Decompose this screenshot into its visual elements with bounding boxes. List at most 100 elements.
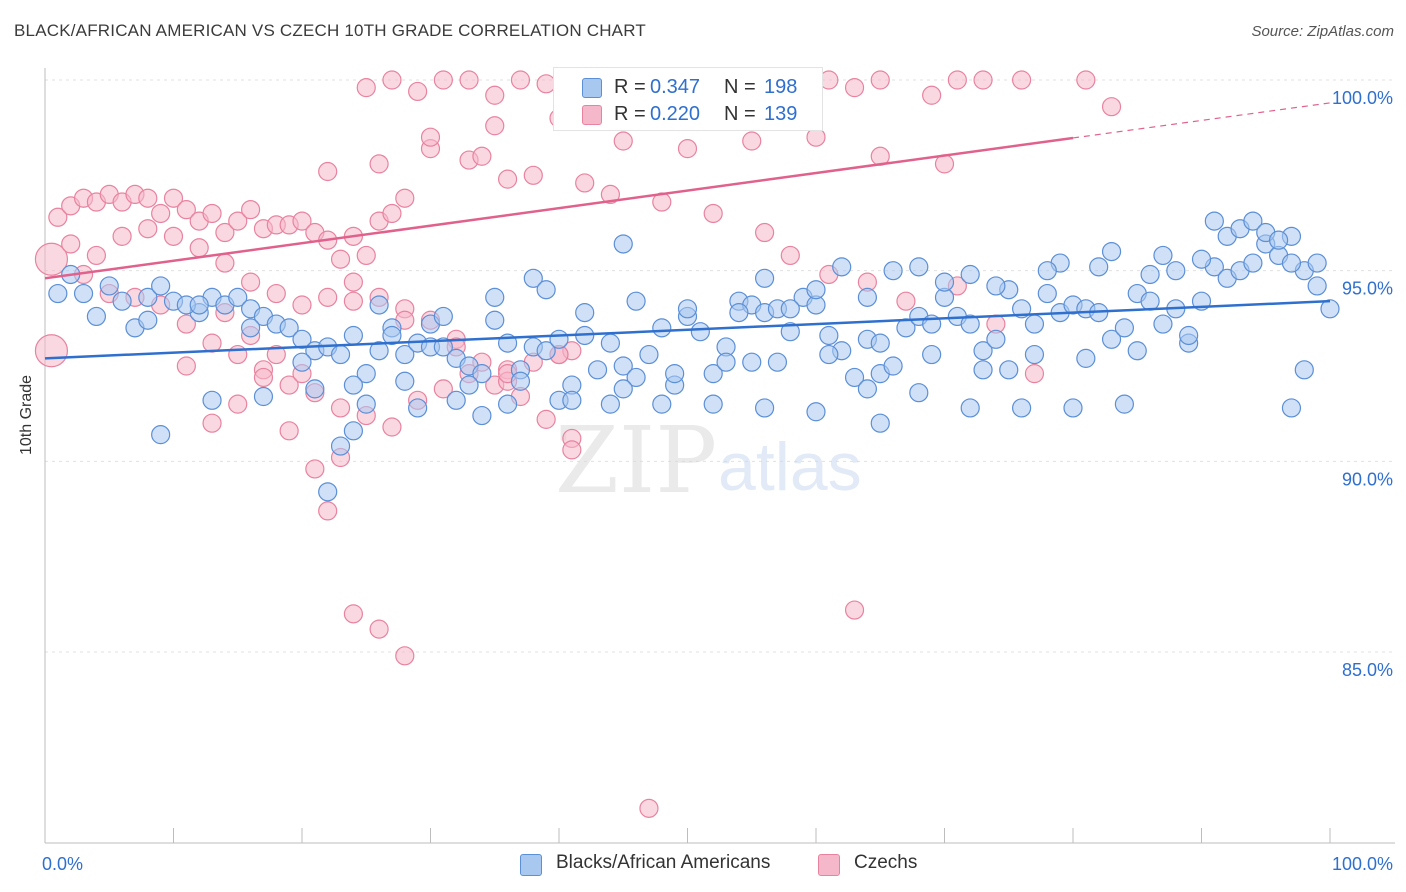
czechs-point bbox=[279, 421, 299, 441]
blacks-point bbox=[549, 329, 569, 349]
n-label: N = bbox=[724, 103, 756, 125]
blacks-point bbox=[498, 394, 518, 414]
czechs-point bbox=[241, 272, 261, 292]
blacks-point bbox=[1011, 398, 1032, 418]
y-tick-label: 90.0% bbox=[1342, 469, 1393, 489]
czechs-point bbox=[562, 440, 582, 460]
czechs-point bbox=[613, 131, 633, 151]
czechs-point bbox=[48, 207, 68, 227]
r-value: 0.347 bbox=[650, 76, 701, 98]
stats-row-blacks: R = 0.347 N = 198 bbox=[554, 74, 822, 102]
czechs-point bbox=[292, 211, 312, 231]
x-tick-label: 100.0% bbox=[1332, 854, 1393, 874]
czechs-point bbox=[61, 234, 81, 254]
czechs-point bbox=[947, 70, 967, 90]
czechs-point bbox=[356, 78, 376, 98]
blacks-point bbox=[575, 303, 595, 323]
blacks-point bbox=[330, 436, 351, 456]
y-axis-label: 10th Grade bbox=[18, 374, 35, 455]
czechs-point bbox=[395, 646, 415, 666]
czechs-point bbox=[343, 291, 363, 311]
czechs-point bbox=[754, 222, 775, 243]
czechs-point bbox=[176, 200, 196, 220]
blacks-point bbox=[536, 341, 556, 361]
czechs-point bbox=[433, 70, 453, 90]
czechs-point bbox=[459, 70, 479, 90]
blacks-point bbox=[382, 325, 402, 346]
blacks-point bbox=[99, 276, 119, 296]
czechs-point bbox=[742, 131, 762, 151]
blacks-point bbox=[742, 352, 762, 372]
czechs-point bbox=[279, 375, 299, 395]
blacks-point bbox=[1153, 314, 1173, 334]
czechs-point bbox=[600, 184, 621, 204]
czechs-point bbox=[330, 398, 351, 418]
czechs-point bbox=[510, 70, 531, 90]
blacks-point bbox=[626, 367, 646, 388]
blacks-point bbox=[1243, 253, 1263, 273]
blacks-point bbox=[1307, 276, 1327, 296]
czechs-point bbox=[241, 200, 261, 220]
blacks-point bbox=[228, 287, 248, 307]
czechs-point bbox=[266, 283, 286, 304]
blacks-point bbox=[883, 356, 903, 376]
czechs-point bbox=[703, 203, 723, 224]
blacks-point bbox=[626, 291, 646, 311]
source-label: Source: ZipAtlas.com bbox=[1251, 23, 1394, 40]
blacks-point bbox=[1268, 230, 1289, 250]
czechs-point bbox=[112, 226, 132, 246]
blacks-point bbox=[729, 303, 749, 323]
blacks-point bbox=[1011, 299, 1032, 319]
blacks-point bbox=[883, 261, 903, 281]
y-tick-label: 95.0% bbox=[1342, 279, 1393, 299]
axes bbox=[44, 68, 1395, 844]
tick-labels: 85.0% 90.0% 95.0% 100.0% 0.0% 100.0% bbox=[42, 88, 1393, 874]
czechs-point bbox=[138, 188, 158, 208]
czechs-point bbox=[34, 334, 69, 368]
stats-row-czechs: R = 0.220 N = 139 bbox=[554, 101, 822, 129]
czechs-point bbox=[973, 70, 993, 90]
czechs-point bbox=[163, 226, 184, 246]
czechs-point bbox=[34, 242, 69, 276]
czechs-point bbox=[523, 165, 543, 185]
blacks-point bbox=[86, 306, 107, 327]
czechs-point bbox=[498, 169, 518, 189]
czechs-point bbox=[420, 127, 441, 147]
czechs-point bbox=[318, 501, 338, 521]
n-value: 198 bbox=[764, 76, 798, 98]
blacks-point bbox=[1037, 283, 1057, 304]
blacks-point bbox=[600, 394, 621, 414]
czechs-point bbox=[215, 222, 235, 243]
blacks-point bbox=[600, 333, 621, 353]
blacks-point bbox=[909, 257, 929, 277]
czechs-point bbox=[870, 70, 890, 90]
czechs-point bbox=[575, 173, 595, 193]
blacks-point bbox=[472, 364, 492, 384]
blacks-point bbox=[613, 356, 633, 376]
blacks-point bbox=[844, 367, 865, 388]
czechs-point bbox=[318, 287, 338, 307]
blacks-point bbox=[665, 364, 685, 384]
blacks-point bbox=[1024, 314, 1045, 334]
blacks-point bbox=[485, 310, 505, 330]
blacks-point bbox=[395, 371, 415, 391]
blacks-point bbox=[986, 329, 1006, 349]
czechs-point bbox=[343, 604, 363, 624]
chart-title: BLACK/AFRICAN AMERICAN VS CZECH 10TH GRA… bbox=[14, 21, 646, 40]
blacks-point bbox=[703, 394, 723, 414]
czechs-point bbox=[215, 253, 235, 273]
watermark-zip: ZIP bbox=[555, 407, 717, 514]
czechs-trend-line bbox=[44, 136, 1074, 280]
czechs-point bbox=[536, 409, 556, 429]
blacks-point bbox=[1153, 245, 1173, 266]
blacks-point bbox=[305, 379, 325, 399]
czechs-point bbox=[253, 367, 274, 388]
blacks-point bbox=[690, 322, 710, 342]
czechs-point bbox=[382, 417, 402, 437]
r-value: 0.220 bbox=[650, 103, 701, 125]
blacks-point bbox=[1127, 341, 1147, 361]
blacks-point bbox=[1024, 344, 1045, 365]
czechs-point bbox=[369, 154, 389, 174]
blacks-point bbox=[1140, 291, 1160, 311]
watermark-atlas: atlas bbox=[718, 429, 862, 505]
